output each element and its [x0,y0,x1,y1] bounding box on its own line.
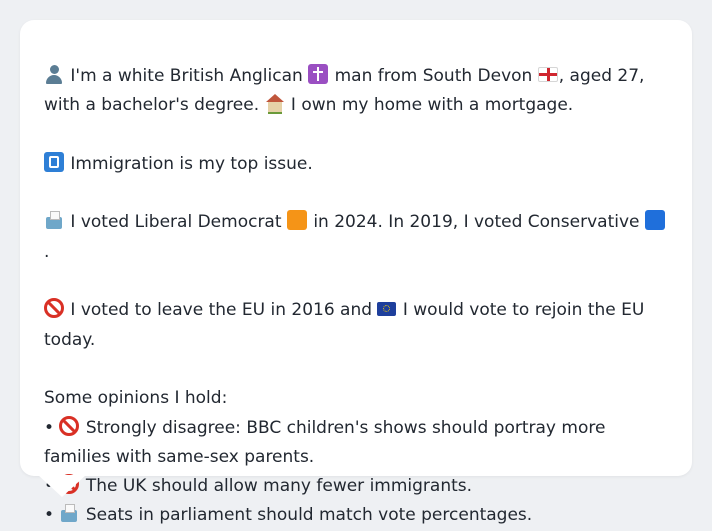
votes-text-2: in 2024. In 2019, I voted Conservative [313,212,640,233]
speech-bubble-tail [38,475,86,497]
house-icon [265,93,285,115]
opinion-text: Seats in parliament should match vote pe… [85,505,533,526]
prohibited-icon [59,415,80,436]
eu-text-1: I voted to leave the EU in 2016 and [70,300,373,321]
eu-flag-icon [377,302,397,317]
england-flag-icon [537,67,558,82]
bullet: • [44,417,55,438]
votes-text-3: . [44,241,50,262]
identity-paragraph: I'm a white British Anglican man from So… [44,62,668,121]
identity-text-4: I own my home with a mortgage. [290,95,574,116]
identity-text-3: , aged 27, with a bachelor's degree. [44,66,645,116]
votes-text-1: I voted Liberal Democrat [70,212,282,233]
orange-square-icon [286,210,307,231]
eu-paragraph: I voted to leave the EU in 2016 and I wo… [44,296,668,355]
persona-card: I'm a white British Anglican man from So… [20,20,692,525]
identity-text-1: I'm a white British Anglican [70,66,303,86]
ballot-box-icon [44,210,64,230]
top-issue-text: Immigration is my top issue. [70,153,313,174]
eu-text-2: I would vote to rejoin the EU today. [44,300,645,350]
top-issue-paragraph: Immigration is my top issue. [44,150,668,179]
votes-paragraph: I voted Liberal Democrat in 2024. In 201… [44,208,668,267]
identity-text-2: man from South Devon [334,66,533,86]
opinion-text: The UK should allow many fewer immigrant… [85,476,473,497]
ballot-box-icon [59,503,79,523]
opinion-item: • The UK should allow many fewer immigra… [44,472,668,501]
opinion-item: • Strongly disagree: BBC children's show… [44,414,668,473]
prohibited-icon [44,298,64,319]
latin-cross-icon [308,64,329,84]
opinion-text: Strongly disagree: BBC children's shows … [44,417,606,467]
bullet: • [44,505,55,526]
blue-square-icon [644,210,665,231]
person-silhouette-icon [44,64,64,84]
opinion-item: • Seats in parliament should match vote … [44,501,668,530]
passport-control-icon [44,151,64,172]
opinions-heading: Some opinions I hold: [44,388,228,409]
